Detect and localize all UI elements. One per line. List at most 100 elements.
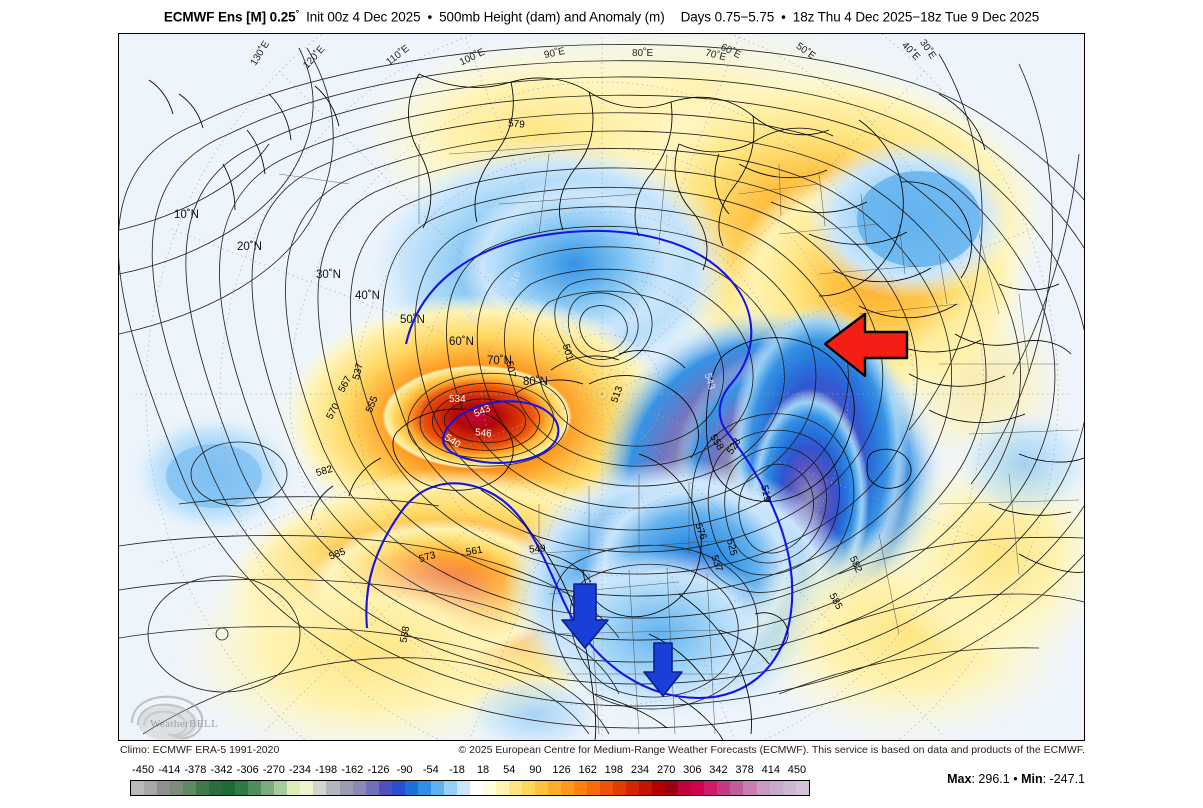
colorbar-tick: -90 [396, 764, 413, 776]
colorbar-tick: -18 [448, 764, 465, 776]
contour-552-highlight [365, 229, 794, 700]
colorbar-swatch [339, 781, 353, 795]
colorbar-swatch [196, 781, 210, 795]
colorbar-swatch [587, 781, 601, 795]
colorbar-swatch [365, 781, 379, 795]
colorbar-swatch [508, 781, 522, 795]
coastlines [148, 73, 1084, 740]
chart-title: ECMWF Ens [M] 0.25° Init 00z 4 Dec 2025 • 5… [164, 8, 1039, 25]
colorbar-swatch [222, 781, 236, 795]
title-days: Days 0.75−5.75 [680, 9, 775, 25]
colorbar-swatch [534, 781, 548, 795]
graticule [132, 34, 1072, 740]
title-field: 500mb Height (dam) and Anomaly (m) [439, 9, 665, 25]
colorbar-tick: -450 [132, 764, 155, 776]
colorbar-swatch [287, 781, 301, 795]
colorbar-swatch [443, 781, 457, 795]
colorbar-swatch [300, 781, 314, 795]
map-panel[interactable]: WeatherBELL 10˚N 20˚N 30˚N 40˚N 50˚N 60˚… [118, 33, 1085, 741]
max-label: Max [947, 772, 972, 786]
colorbar-tick: 270 [656, 764, 676, 776]
colorbar-swatch [574, 781, 588, 795]
colorbar-tick: -306 [236, 764, 259, 776]
chart-title-bar: ECMWF Ens [M] 0.25° Init 00z 4 Dec 2025 • 5… [0, 0, 1203, 33]
colorbar-swatch [274, 781, 288, 795]
colorbar-swatch [665, 781, 679, 795]
colorbar-swatch [730, 781, 744, 795]
blue-arrow-west-us-icon [561, 583, 609, 649]
blue-arrow-south-us-icon [643, 642, 683, 697]
colorbar-swatch [144, 781, 158, 795]
colorbar-swatch [639, 781, 653, 795]
colorbar[interactable]: -450 -414 -378 -342 -306 -270 -234 -198 -162 -126… [130, 764, 810, 796]
colorbar-swatch [691, 781, 705, 795]
colorbar-swatch [717, 781, 731, 795]
colorbar-swatch [600, 781, 614, 795]
colorbar-swatch [417, 781, 431, 795]
colorbar-swatch [613, 781, 627, 795]
colorbar-swatch [548, 781, 562, 795]
title-bullet-1: • [427, 9, 433, 25]
max-min-readout: Max: 296.1 • Min: -247.1 [947, 772, 1085, 786]
title-degree: ° [295, 8, 300, 19]
colorbar-tick-labels: -450 -414 -378 -342 -306 -270 -234 -198 -162 -126… [130, 764, 810, 778]
colorbar-tick: 450 [787, 764, 807, 776]
colorbar-tick: 54 [503, 764, 516, 776]
colorbar-swatches[interactable] [130, 780, 810, 796]
colorbar-tick: 18 [476, 764, 490, 776]
colorbar-swatch [157, 781, 171, 795]
colorbar-swatch [704, 781, 718, 795]
colorbar-tick: 342 [709, 764, 728, 776]
weatherbell-watermark: WeatherBELL [124, 689, 244, 740]
title-bullet-2: • [781, 9, 786, 25]
colorbar-swatch [430, 781, 444, 795]
colorbar-tick: 234 [630, 764, 650, 776]
colorbar-swatch [678, 781, 692, 795]
colorbar-tick: -234 [288, 764, 312, 776]
colorbar-tick: 198 [604, 764, 624, 776]
red-arrow-europe-icon [823, 312, 909, 378]
colorbar-tick: -54 [422, 764, 439, 776]
colorbar-swatch [469, 781, 483, 795]
min-label: Min [1021, 772, 1043, 786]
colorbar-swatch [495, 781, 509, 795]
colorbar-tick: 306 [683, 764, 702, 776]
colorbar-swatch [626, 781, 640, 795]
colorbar-tick: 126 [552, 764, 571, 776]
maxmin-separator: • [1013, 772, 1018, 786]
political-boundaries [278, 143, 1080, 735]
colorbar-tick: -378 [184, 764, 207, 776]
anomaly-shading-layer [129, 34, 1084, 740]
colorbar-swatch [326, 781, 340, 795]
max-value: 296.1 [978, 772, 1010, 786]
title-valid: 18z Thu 4 Dec 2025−18z Tue 9 Dec 2025 [792, 9, 1040, 25]
map-graphic [119, 34, 1084, 740]
colorbar-swatch [652, 781, 666, 795]
colorbar-swatch [743, 781, 757, 795]
watermark-text: WeatherBELL [150, 718, 218, 730]
ecmwf-credit: © 2025 European Centre for Medium-Range … [458, 744, 1085, 756]
climo-note: Climo: ECMWF ERA-5 1991-2020 [120, 744, 280, 756]
colorbar-swatch [456, 781, 470, 795]
min-value: -247.1 [1049, 772, 1085, 786]
colorbar-swatch [561, 781, 575, 795]
annotation-arrows [561, 312, 909, 697]
colorbar-swatch [378, 781, 392, 795]
colorbar-swatch [235, 781, 249, 795]
colorbar-swatch [248, 781, 262, 795]
title-init: Init 00z 4 Dec 2025 [306, 9, 421, 25]
colorbar-tick: -126 [367, 764, 390, 776]
colorbar-swatch [769, 781, 783, 795]
colorbar-tick: -270 [262, 764, 285, 776]
colorbar-swatch [391, 781, 405, 795]
colorbar-swatch [313, 781, 327, 795]
colorbar-swatch [352, 781, 366, 795]
colorbar-swatch [209, 781, 223, 795]
colorbar-swatch [782, 781, 796, 795]
colorbar-swatch [170, 781, 184, 795]
colorbar-tick: 162 [578, 764, 597, 776]
colorbar-swatch [404, 781, 418, 795]
colorbar-tick: 414 [761, 764, 780, 776]
colorbar-swatch [261, 781, 275, 795]
